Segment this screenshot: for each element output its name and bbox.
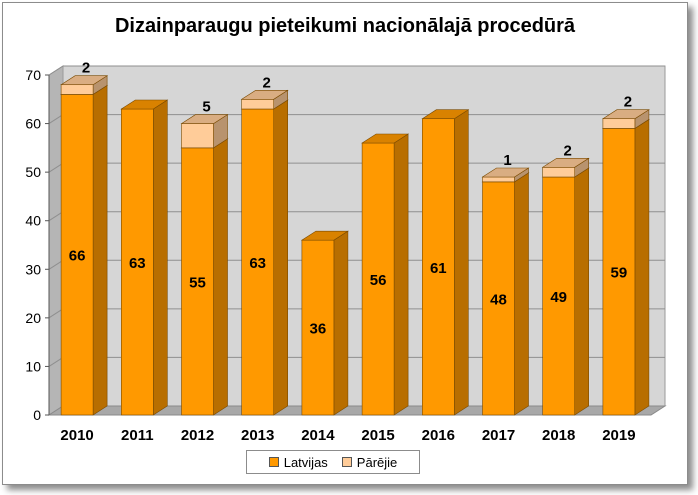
x-tick-label-2013: 2013 — [241, 427, 274, 444]
bar-2017-latvijas — [481, 172, 530, 416]
gridline-side — [48, 259, 64, 270]
bar-2013-latvijas — [240, 99, 289, 416]
y-tick-label: 70 — [25, 67, 41, 83]
legend: Latvijas Pārējie — [246, 450, 420, 474]
y-tick-label: 10 — [25, 358, 41, 374]
x-tick-label-2014: 2014 — [301, 427, 335, 444]
data-label-2013-latvijas: 63 — [249, 255, 266, 272]
x-tick-label-2012: 2012 — [181, 427, 214, 444]
chart-title: Dizainparaugu pieteikumi nacionālajā pro… — [114, 15, 576, 37]
bar-2010-parejie — [60, 75, 109, 95]
bar-2012-parejie — [180, 114, 229, 149]
x-tick-label-2011: 2011 — [121, 427, 154, 444]
y-tick-label: 40 — [25, 213, 41, 229]
data-label-2017-parejie: 1 — [503, 152, 511, 169]
x-tick-label-2018: 2018 — [542, 427, 575, 444]
gridline-side — [48, 65, 64, 76]
gridline-side — [48, 308, 64, 319]
y-tick-label: 50 — [25, 164, 41, 180]
legend-label-latvijas: Latvijas — [283, 454, 328, 470]
gridline-side — [48, 357, 64, 367]
bar-2012-latvijas — [180, 138, 229, 416]
legend-label-parejie: Pārējie — [356, 454, 398, 470]
bar-2019-latvijas — [601, 118, 650, 416]
gridline-side — [48, 114, 64, 124]
bar-2011-latvijas — [120, 99, 169, 416]
x-tick-label-2016: 2016 — [422, 427, 455, 444]
x-tick-label-2010: 2010 — [60, 427, 93, 444]
data-label-2011-latvijas: 63 — [129, 255, 146, 272]
y-tick-label: 30 — [25, 261, 41, 277]
legend-item-parejie: Pārējie — [341, 454, 398, 470]
y-tick-label: 0 — [33, 407, 41, 423]
data-label-2014-latvijas: 36 — [310, 321, 327, 338]
bar-2016-latvijas — [421, 109, 470, 416]
data-label-2018-latvijas: 49 — [550, 289, 567, 306]
data-label-2010-parejie: 2 — [82, 60, 90, 77]
y-tick-label: 60 — [25, 116, 41, 132]
data-label-2015-latvijas: 56 — [370, 272, 387, 289]
data-label-2013-parejie: 2 — [263, 74, 271, 91]
x-tick-label-2017: 2017 — [482, 427, 515, 444]
data-label-2019-latvijas: 59 — [611, 265, 628, 282]
legend-swatch-parejie — [341, 457, 352, 467]
bar-2010-latvijas — [60, 84, 109, 416]
x-tick-label-2019: 2019 — [602, 427, 635, 444]
data-label-2012-latvijas: 55 — [189, 274, 206, 291]
data-label-2019-parejie: 2 — [624, 94, 632, 111]
bar-2015-latvijas — [361, 133, 410, 416]
bar-2019-parejie — [601, 109, 650, 129]
bar-2013-parejie — [240, 89, 289, 110]
bar-2017-parejie — [481, 167, 530, 183]
y-tick-label: 20 — [25, 310, 41, 326]
chart-frame: Dizainparaugu pieteikumi nacionālajā pro… — [2, 2, 688, 485]
gridline-side — [48, 162, 64, 173]
gridline-side — [48, 211, 64, 222]
data-label-2010-latvijas: 66 — [69, 248, 86, 265]
chart-plot: 0102030405060706622010632011555201263220… — [25, 60, 667, 444]
data-label-2017-latvijas: 48 — [490, 291, 507, 308]
bar-2014-latvijas — [300, 230, 349, 416]
data-label-2016-latvijas: 61 — [430, 260, 447, 277]
data-label-2018-parejie: 2 — [564, 142, 572, 159]
bar-2018-parejie — [541, 157, 590, 178]
x-tick-label-2015: 2015 — [361, 427, 394, 444]
legend-swatch-latvijas — [268, 457, 279, 467]
legend-item-latvijas: Latvijas — [268, 454, 328, 470]
data-label-2012-parejie: 5 — [202, 99, 210, 116]
